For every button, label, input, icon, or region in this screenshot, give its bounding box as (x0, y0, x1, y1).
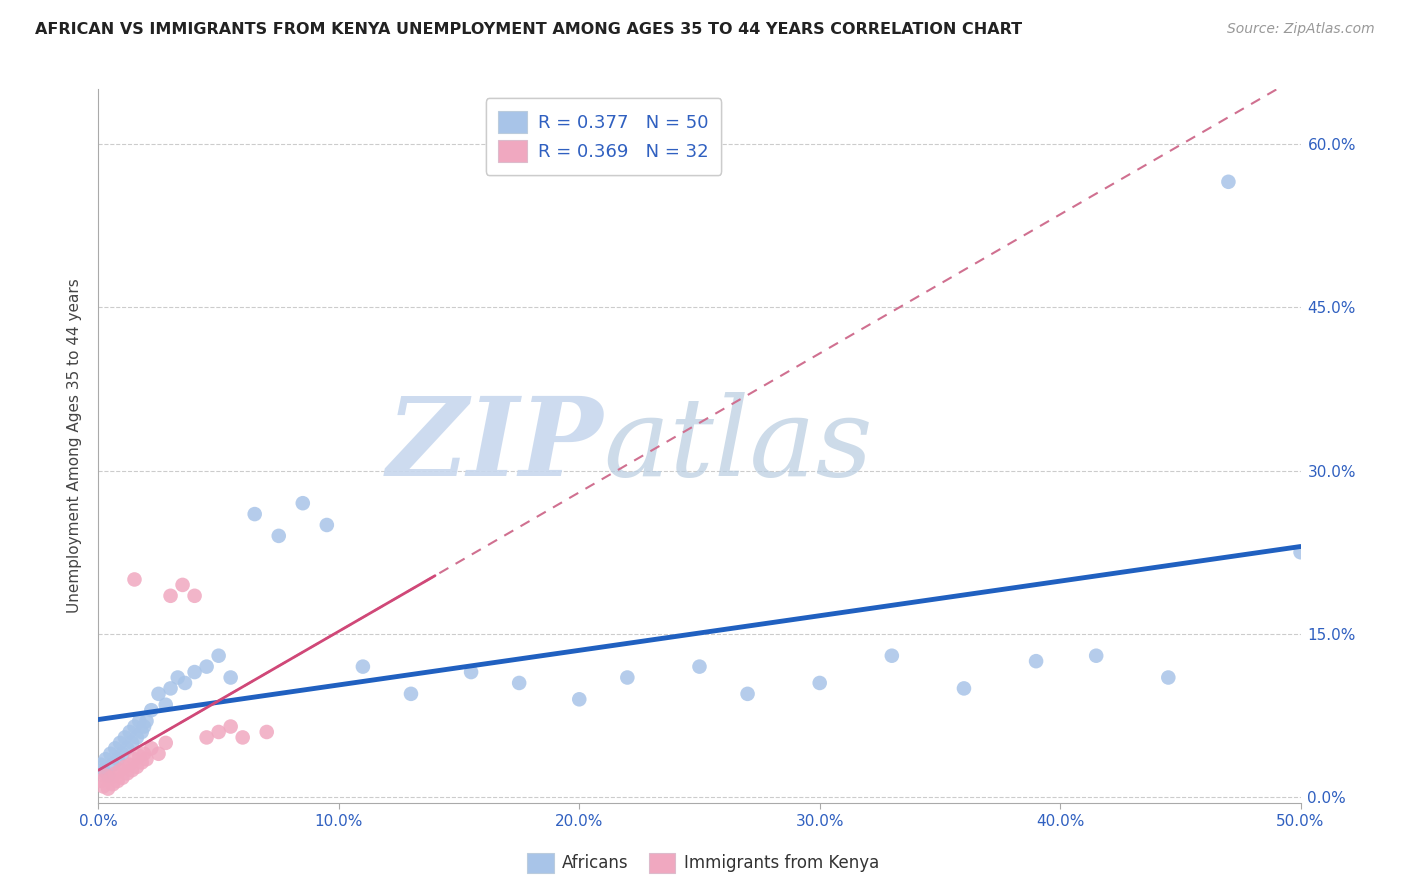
Point (104, 766, 127, 780)
Point (208, 725, 231, 739)
Point (174, 676, 197, 690)
Point (124, 752, 146, 766)
Point (100, 771, 122, 785)
Point (125, 760, 148, 774)
Point (114, 760, 136, 774)
Point (195, 731, 218, 745)
Point (108, 736, 131, 750)
Point (159, 589, 181, 603)
Point (141, 703, 163, 717)
Point (172, 578, 194, 592)
Point (141, 741, 163, 756)
Point (232, 731, 254, 745)
Point (508, 676, 530, 690)
Point (155, 736, 177, 750)
Point (808, 676, 831, 690)
Point (148, 747, 170, 761)
Point (111, 747, 134, 761)
Point (132, 747, 155, 761)
Point (90, 757, 112, 772)
Point (114, 731, 136, 745)
Text: AFRICAN VS IMMIGRANTS FROM KENYA UNEMPLOYMENT AMONG AGES 35 TO 44 YEARS CORRELAT: AFRICAN VS IMMIGRANTS FROM KENYA UNEMPLO… (35, 22, 1022, 37)
Point (118, 757, 141, 772)
Point (125, 731, 148, 745)
Point (1218, 175, 1240, 189)
Point (97, 781, 120, 796)
Point (159, 681, 181, 696)
Point (100, 747, 122, 761)
Point (128, 748, 150, 763)
Point (131, 725, 153, 739)
Text: ZIP: ZIP (387, 392, 603, 500)
Point (121, 736, 143, 750)
Point (118, 725, 141, 739)
Point (117, 741, 139, 756)
Point (267, 529, 290, 543)
Point (101, 777, 124, 791)
Point (880, 648, 903, 663)
Point (460, 665, 482, 679)
Point (568, 692, 591, 706)
Point (219, 671, 242, 685)
Point (111, 771, 134, 785)
Point (104, 741, 127, 756)
Point (399, 687, 422, 701)
Point (148, 687, 170, 701)
Point (90, 774, 112, 789)
Legend: Africans, Immigrants from Kenya: Africans, Immigrants from Kenya (520, 847, 886, 880)
Point (1157, 671, 1180, 685)
Point (953, 681, 976, 696)
Text: atlas: atlas (603, 392, 873, 500)
Point (219, 720, 242, 734)
Point (107, 774, 129, 789)
Point (124, 720, 146, 734)
Point (135, 752, 157, 766)
Point (1289, 545, 1312, 559)
Point (1025, 654, 1047, 668)
Point (108, 763, 131, 777)
Point (183, 665, 205, 679)
Point (1085, 648, 1108, 663)
Point (291, 496, 314, 510)
Point (208, 648, 231, 663)
Point (91, 763, 114, 777)
Point (616, 671, 638, 685)
Point (689, 659, 711, 673)
Point (94, 752, 117, 766)
Point (166, 671, 188, 685)
Point (256, 725, 278, 739)
Point (91, 780, 114, 794)
Point (97, 768, 120, 782)
Point (132, 720, 155, 734)
Point (183, 589, 205, 603)
Point (155, 698, 177, 712)
Point (131, 756, 153, 770)
Y-axis label: Unemployment Among Ages 35 to 44 years: Unemployment Among Ages 35 to 44 years (67, 278, 83, 614)
Point (121, 763, 143, 777)
Legend: R = 0.377   N = 50, R = 0.369   N = 32: R = 0.377 N = 50, R = 0.369 N = 32 (485, 98, 721, 175)
Point (195, 659, 218, 673)
Point (315, 518, 337, 533)
Point (243, 507, 266, 521)
Point (128, 714, 150, 728)
Point (352, 659, 374, 673)
Point (101, 757, 124, 772)
Point (124, 573, 146, 587)
Point (117, 766, 139, 780)
Point (94, 768, 117, 782)
Point (737, 687, 759, 701)
Text: Source: ZipAtlas.com: Source: ZipAtlas.com (1227, 22, 1375, 37)
Point (135, 714, 157, 728)
Point (107, 752, 129, 766)
